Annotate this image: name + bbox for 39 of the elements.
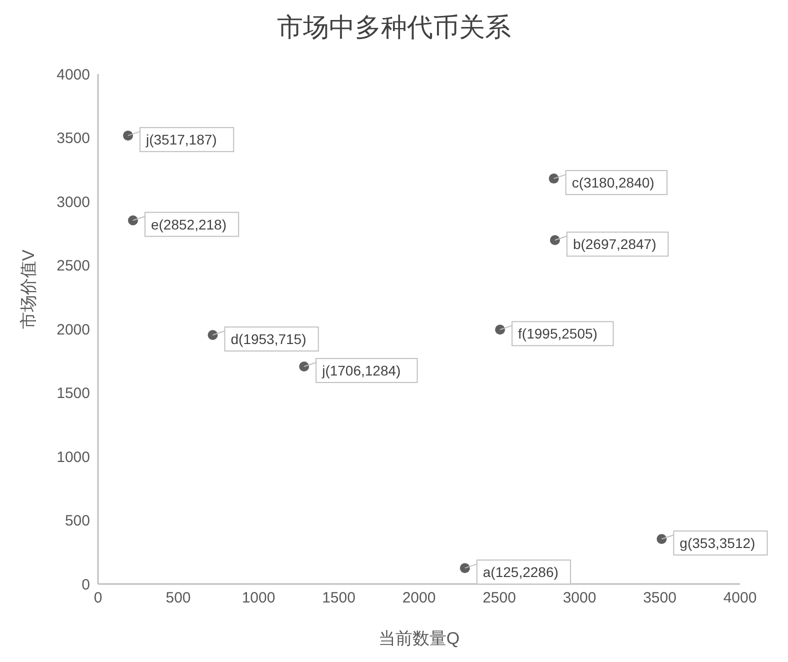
point: [128, 215, 138, 226]
point: [656, 534, 667, 544]
data-label: a(125,2286): [482, 564, 558, 580]
data-label: j(3517,187): [145, 132, 217, 148]
x-tick-label: 3000: [562, 590, 596, 607]
x-tick-label: 1000: [242, 590, 276, 607]
point: [548, 174, 559, 184]
data-label: e(2852,218): [150, 216, 227, 232]
y-tick-label: 1000: [56, 448, 90, 466]
x-tick-label: 0: [94, 590, 102, 607]
y-tick-label: 1500: [56, 385, 90, 402]
x-axis-title: 当前数量Q: [378, 629, 460, 648]
data-label: j(1706,1284): [321, 362, 401, 378]
x-tick-label: 1500: [322, 590, 356, 607]
y-tick-label: 4000: [56, 66, 90, 84]
point: [550, 235, 560, 246]
x-tick-label: 3500: [643, 590, 676, 607]
data-label: c(3180,2840): [572, 174, 654, 191]
data-label: f(1995,2505): [518, 326, 598, 342]
point: [495, 324, 506, 335]
point: [123, 130, 134, 141]
chart-title: 市场中多种代币关系: [276, 11, 512, 44]
x-tick-label: 4000: [723, 590, 757, 607]
point: [299, 361, 310, 372]
x-tick-label: 2500: [482, 590, 516, 607]
y-tick-label: 2500: [56, 258, 90, 275]
y-tick-label: 2000: [56, 321, 90, 338]
point: [460, 563, 470, 574]
data-label: b(2697,2847): [572, 236, 656, 252]
x-tick-label: 500: [166, 590, 191, 607]
x-tick-label: 2000: [402, 590, 436, 607]
y-tick-label: 0: [82, 576, 90, 594]
data-label: g(353,3512): [680, 534, 756, 551]
y-tick-label: 3000: [56, 194, 90, 211]
data-label: d(1953,715): [230, 330, 306, 347]
y-tick-label: 500: [64, 512, 90, 530]
y-axis-title: 市场价值V: [19, 249, 38, 329]
point: [208, 330, 218, 340]
y-tick-label: 3500: [56, 130, 90, 148]
